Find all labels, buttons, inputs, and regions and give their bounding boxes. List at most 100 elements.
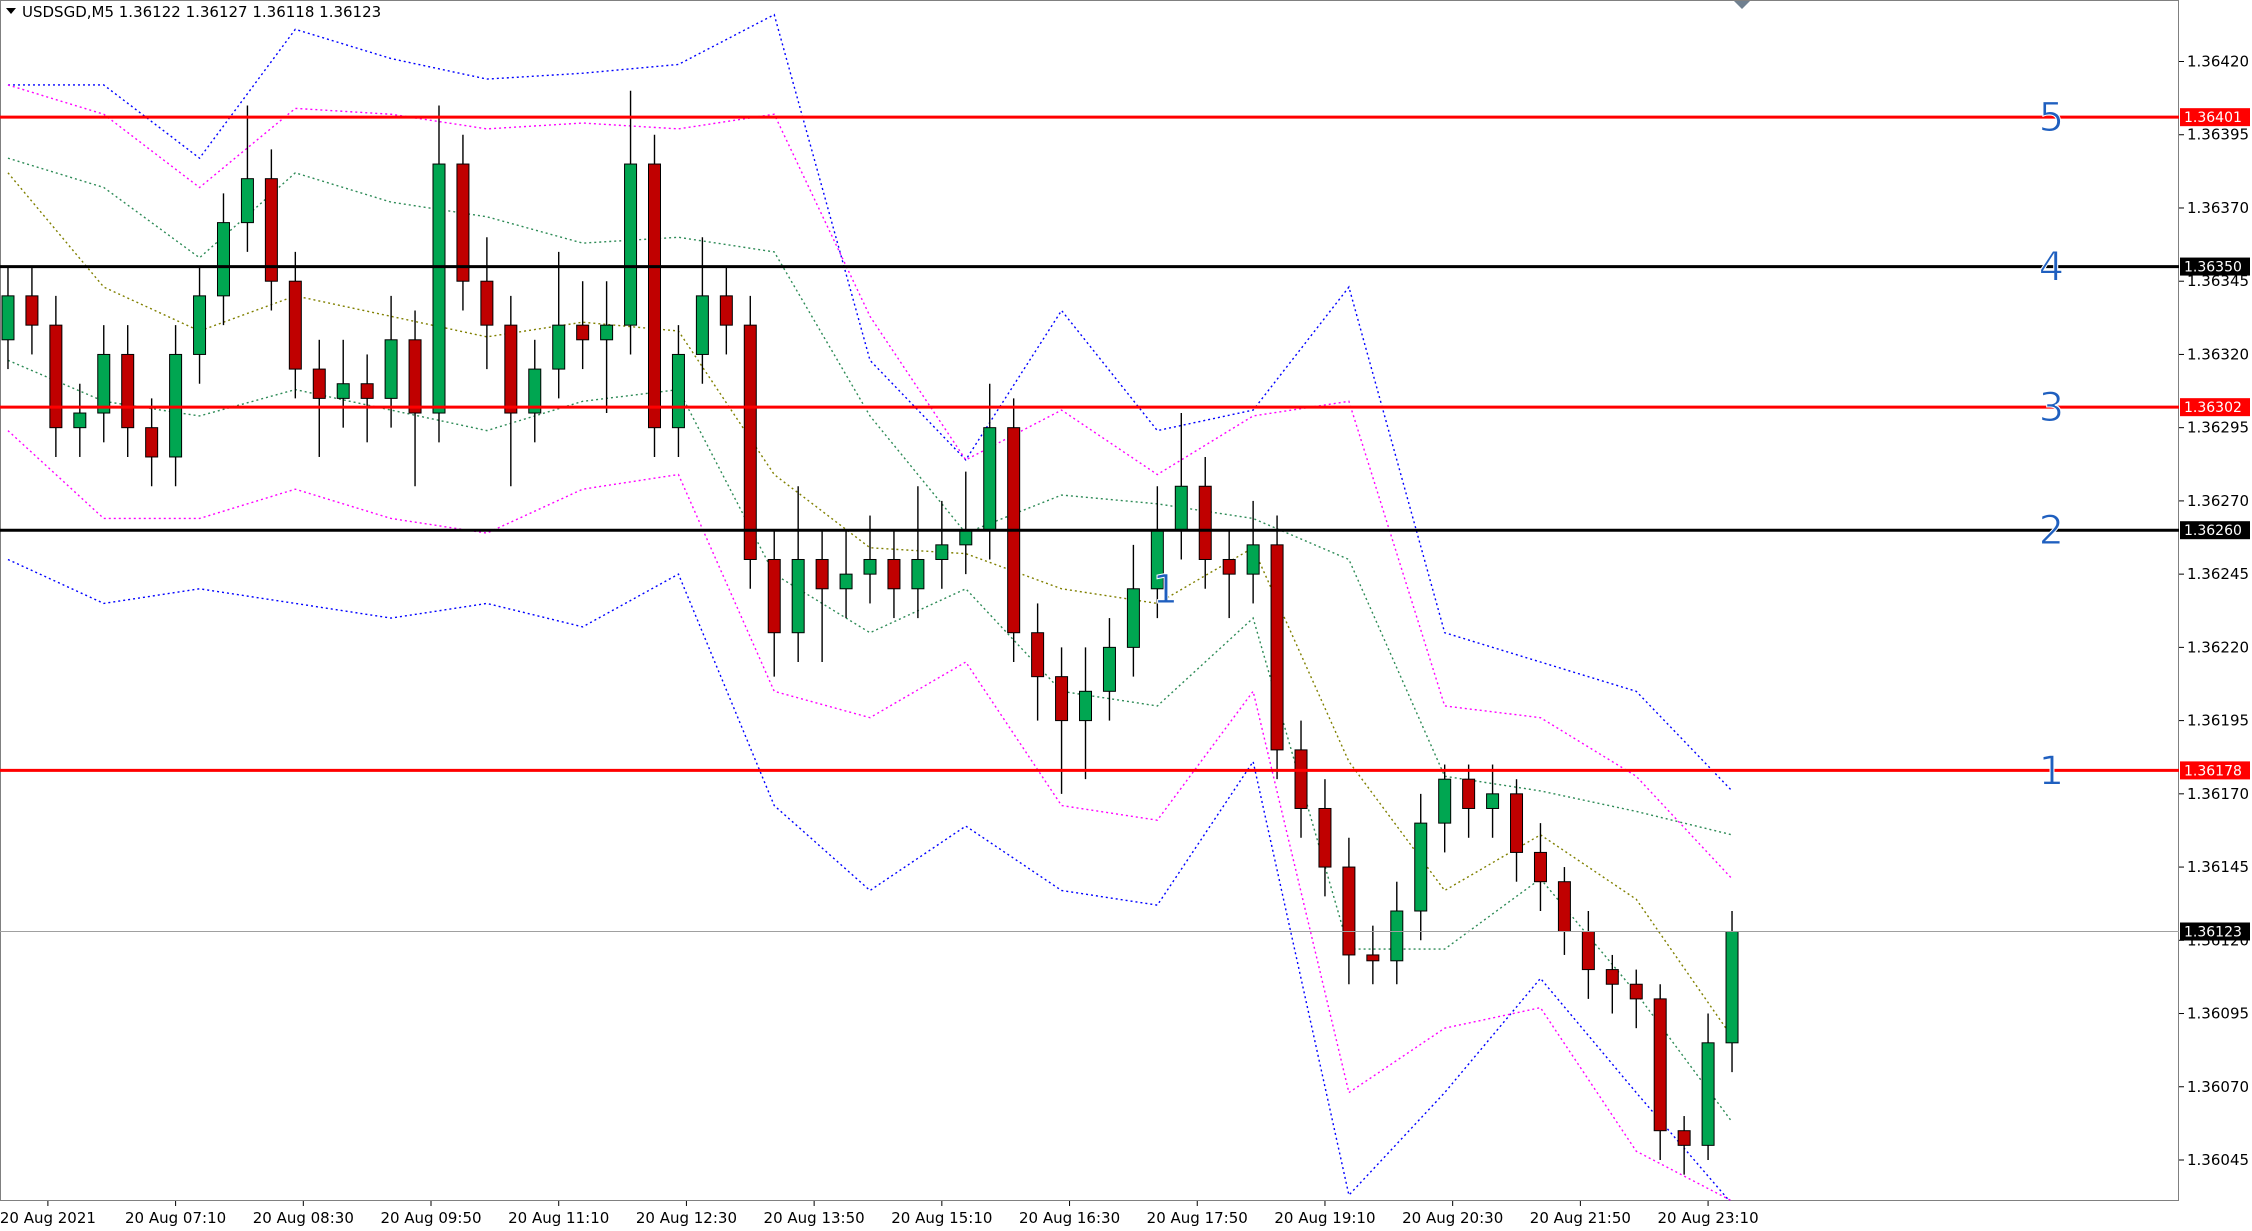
candle-body xyxy=(240,178,254,224)
level-badge-label: 1.36260 xyxy=(2184,523,2242,539)
candle-body xyxy=(145,427,159,458)
candle-body xyxy=(408,339,422,414)
candle-body xyxy=(1605,969,1619,985)
level-tag: 5 xyxy=(2039,95,2064,141)
candle-body xyxy=(432,163,446,414)
candle-body xyxy=(1198,485,1212,560)
y-tick-label: 1.36295 xyxy=(2187,419,2249,437)
candle-body xyxy=(25,295,39,326)
x-tick-label: 20 Aug 19:10 xyxy=(1274,1209,1375,1227)
candle-body xyxy=(1510,793,1524,853)
y-tick-label: 1.36245 xyxy=(2187,565,2249,583)
candle-body xyxy=(1174,485,1188,531)
candle-body xyxy=(695,295,709,355)
menu-arrow[interactable] xyxy=(6,8,16,14)
level-badge xyxy=(2180,108,2250,127)
y-tick-label: 1.36195 xyxy=(2187,712,2249,730)
candle-body xyxy=(911,558,925,590)
y-tick-label: 1.36170 xyxy=(2187,785,2249,803)
candle-body xyxy=(1701,1042,1715,1146)
x-tick-label: 20 Aug 11:10 xyxy=(508,1209,609,1227)
plot-frame xyxy=(0,0,2179,1201)
candle-body xyxy=(1486,793,1500,809)
current-price-label: 1.36123 xyxy=(2184,925,2242,941)
candle-body xyxy=(73,412,87,429)
y-tick-label: 1.36270 xyxy=(2187,492,2249,510)
candle-body xyxy=(312,368,326,399)
y-tick-label: 1.36395 xyxy=(2187,126,2249,144)
candle-body xyxy=(1462,778,1476,809)
y-tick-label: 1.36045 xyxy=(2187,1151,2249,1169)
candle-body xyxy=(600,324,614,341)
candle-body xyxy=(1390,910,1404,962)
candle-body xyxy=(504,324,518,414)
candle-body xyxy=(552,324,566,370)
x-tick-label: 20 Aug 15:10 xyxy=(891,1209,992,1227)
candle-body xyxy=(1246,544,1260,575)
candle-body xyxy=(983,427,997,531)
candle-body xyxy=(839,573,853,590)
x-tick-label: 20 Aug 23:10 xyxy=(1658,1209,1759,1227)
x-tick-label: 20 Aug 16:30 xyxy=(1019,1209,1120,1227)
candle-body xyxy=(1055,676,1069,722)
candle-body xyxy=(360,383,374,399)
level-badge xyxy=(2180,521,2250,540)
x-tick-label: 20 Aug 12:30 xyxy=(636,1209,737,1227)
candle-body xyxy=(887,558,901,590)
candle-body xyxy=(1366,954,1380,962)
x-tick-label: 20 Aug 20:30 xyxy=(1402,1209,1503,1227)
candle-body xyxy=(1270,544,1284,751)
candle-body xyxy=(1031,632,1045,678)
level-badge-label: 1.36178 xyxy=(2184,763,2242,779)
candle-body xyxy=(1725,931,1739,1044)
candle-body xyxy=(1533,851,1547,883)
x-tick-label: 20 Aug 2021 xyxy=(0,1209,96,1227)
level-tag: 2 xyxy=(2039,508,2064,554)
level-badge-label: 1.36302 xyxy=(2184,400,2242,416)
y-tick-label: 1.36070 xyxy=(2187,1078,2249,1096)
y-tick-label: 1.36320 xyxy=(2187,345,2249,363)
current-price-badge xyxy=(2180,922,2250,941)
level-tag: 1 xyxy=(2039,748,2064,794)
candle-body xyxy=(336,383,350,399)
level-badge-label: 1.36350 xyxy=(2184,260,2242,276)
candle-body xyxy=(1581,931,1595,971)
candle-body xyxy=(1294,749,1308,809)
candle-body xyxy=(1677,1130,1691,1146)
level-badge-label: 1.36401 xyxy=(2184,110,2242,126)
band-line xyxy=(7,13,1733,792)
candle-body xyxy=(791,558,805,634)
candle-body xyxy=(1653,998,1667,1132)
candle-body xyxy=(815,558,829,590)
level-badge xyxy=(2180,761,2250,780)
band-line xyxy=(7,84,1733,880)
candle-body xyxy=(959,529,973,546)
candle-body xyxy=(288,280,302,370)
candle-body xyxy=(719,295,733,326)
y-tick-label: 1.36345 xyxy=(2187,272,2249,290)
candle-body xyxy=(1557,881,1571,933)
candle-body xyxy=(1438,778,1452,824)
candle-body xyxy=(767,558,781,634)
candle-body xyxy=(456,163,470,282)
y-tick-label: 1.36220 xyxy=(2187,638,2249,656)
candle-body xyxy=(193,295,207,355)
x-tick-label: 20 Aug 08:30 xyxy=(253,1209,354,1227)
y-tick-label: 1.36145 xyxy=(2187,858,2249,876)
x-tick-label: 20 Aug 09:50 xyxy=(380,1209,481,1227)
candle-body xyxy=(1102,646,1116,692)
x-tick-label: 20 Aug 07:10 xyxy=(125,1209,226,1227)
candle-body xyxy=(576,324,590,341)
shift-marker xyxy=(1734,1,1750,9)
candle-body xyxy=(216,222,230,297)
y-tick-label: 1.36370 xyxy=(2187,199,2249,217)
candle-body xyxy=(97,353,111,414)
candle-body xyxy=(480,280,494,326)
candle-body xyxy=(863,558,877,575)
x-tick-label: 20 Aug 17:50 xyxy=(1147,1209,1248,1227)
candle-body xyxy=(528,368,542,414)
candle-body xyxy=(121,353,135,429)
axes: 1.36420 1.36395 1.36370 1.36345 1.36320 1.362… xyxy=(0,53,2250,1227)
